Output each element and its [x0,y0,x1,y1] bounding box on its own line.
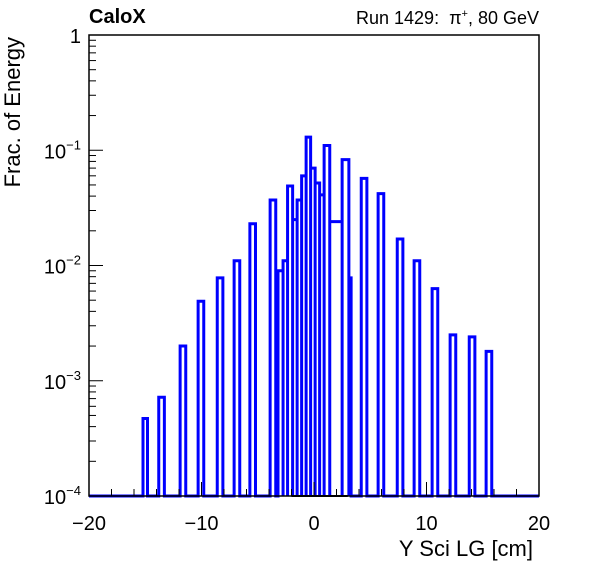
histogram-bin [361,178,367,496]
x-axis-ticks: −20 −10 0 10 20 [72,482,550,535]
histogram-bin [293,220,298,496]
histogram-bin [288,186,293,496]
y-tick-label: 1 [70,26,81,48]
histogram-bin [217,278,223,496]
y-axis-ticks: 10−4 10−3 10−2 10−1 1 [44,26,103,509]
histogram-bin [486,351,492,496]
histogram-bin [342,160,349,496]
y-tick-label: 10−3 [44,368,81,394]
x-axis-label: Y Sci LG [cm] [399,536,533,561]
experiment-title: CaloX [89,6,146,28]
histogram-bin [330,222,342,496]
histogram-bin [159,397,165,496]
histogram-bin [311,168,316,496]
histogram-bin [432,289,438,496]
x-tick-label: 20 [528,513,550,535]
histogram-bin [469,337,475,496]
y-tick-label: 10−4 [44,483,81,509]
histogram-series [89,135,539,498]
histogram-bin [302,176,307,496]
histogram-bin [234,261,240,496]
x-tick-label: −20 [72,513,106,535]
y-tick-label: 10−1 [44,137,81,163]
histogram-bin [143,419,148,496]
histogram-bin [397,239,403,496]
histogram-bin [297,200,302,496]
y-tick-label: 10−2 [44,253,81,279]
histogram-bin [250,224,256,496]
histogram-bin [278,271,283,496]
x-tick-label: 10 [415,513,437,535]
histogram-bin [324,145,330,496]
histogram-bin [283,261,288,496]
histogram-bin [315,183,320,496]
run-info: Run 1429: π+, 80 GeV [356,8,539,29]
run-label: Run 1429: [356,8,440,28]
histogram-bin [198,301,204,496]
histogram-bin [414,261,420,496]
histogram-bin [450,335,456,496]
histogram-bin [378,194,384,496]
y-axis-label: Frac. of Energy [0,37,25,187]
histogram-bin [270,200,276,496]
histogram-bin [180,346,186,496]
histogram-bin [349,278,351,496]
x-tick-label: 0 [308,513,319,535]
beam-energy: , 80 GeV [467,8,539,28]
histogram-bin [320,195,325,496]
particle-charge: + [461,8,468,20]
particle-symbol: π [449,8,462,28]
x-tick-label: −10 [185,513,219,535]
histogram-bin [306,137,311,496]
